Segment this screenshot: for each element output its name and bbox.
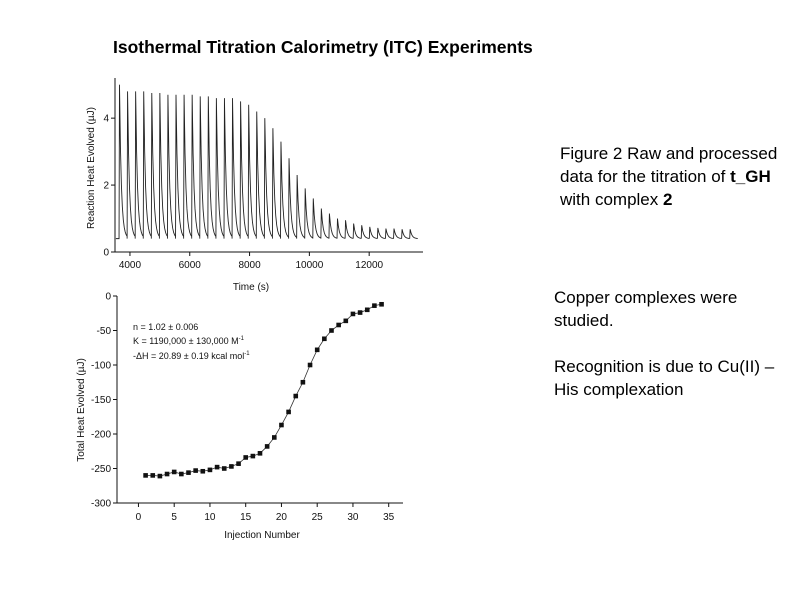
raw-heat-x-tick-label: 8000: [238, 260, 261, 271]
total-heat-y-tick-label: -300: [91, 499, 111, 510]
total-heat-data-point: [293, 393, 299, 399]
fit-annotation-n-text: n = 1.02 ± 0.006: [133, 322, 198, 332]
total-heat-y-tick-label: -50: [97, 326, 112, 337]
total-heat-data-point: [250, 453, 256, 459]
total-heat-data-point: [364, 307, 370, 313]
fit-annotation-n: n = 1.02 ± 0.006: [133, 322, 198, 332]
total-heat-data-point: [200, 468, 206, 474]
total-heat-data-point: [350, 311, 356, 317]
slide-title: Isothermal Titration Calorimetry (ITC) E…: [113, 37, 533, 57]
total-heat-data-point: [164, 471, 170, 477]
total-heat-data-point: [300, 379, 306, 385]
total-heat-data-point: [343, 318, 349, 324]
total-heat-data-point: [186, 470, 191, 475]
total-heat-data-point: [286, 409, 291, 415]
total-heat-x-tick-label: 15: [240, 512, 252, 523]
total-heat-data-point: [193, 468, 198, 473]
raw-heat-chart: Reaction Heat Evolved (µJ) Time (s) 0 2 4 4…: [86, 78, 423, 293]
total-heat-data-point: [372, 303, 377, 308]
total-heat-x-tick-label: 10: [204, 512, 216, 523]
raw-heat-x-tick-label: 6000: [179, 260, 202, 271]
fit-annotation-dh-text: -ΔH = 20.89 ± 0.19 kcal mol: [133, 351, 244, 361]
caption-compound: t_GH: [730, 167, 771, 186]
note-recognition: Recognition is due to Cu(II) – His compl…: [554, 357, 775, 399]
total-heat-data-point: [214, 464, 220, 470]
total-heat-data-point: [272, 435, 277, 440]
total-heat-data-point: [279, 422, 284, 428]
total-heat-y-tick-label: -150: [91, 395, 111, 406]
raw-heat-y-tick-label: 2: [103, 181, 109, 192]
fit-annotation-dh: -ΔH = 20.89 ± 0.19 kcal mol-1: [133, 351, 250, 361]
total-heat-y-tick-label: 0: [105, 292, 111, 303]
raw-heat-x-axis-label: Time (s): [233, 282, 269, 293]
total-heat-y-tick-label: -200: [91, 430, 111, 441]
total-heat-data-point: [357, 310, 363, 315]
total-heat-data-point: [221, 466, 227, 471]
fit-annotation-dh-superscript: -1: [244, 351, 250, 357]
raw-heat-x-tick-label: 12000: [355, 260, 383, 271]
raw-heat-x-tick-label: 10000: [295, 260, 323, 271]
raw-heat-y-tick-label: 0: [103, 248, 109, 259]
total-heat-y-tick-label: -250: [91, 464, 111, 475]
total-heat-data-point: [150, 473, 156, 478]
total-heat-data-point: [329, 328, 334, 333]
fit-annotation-k-superscript: -1: [239, 336, 245, 342]
total-heat-data-point: [229, 464, 234, 469]
total-heat-x-tick-label: 20: [276, 512, 288, 523]
total-heat-data-point: [143, 473, 148, 478]
total-heat-x-tick-label: 30: [347, 512, 359, 523]
total-heat-data-point: [243, 455, 248, 460]
raw-heat-y-tick-label: 4: [103, 114, 109, 125]
total-heat-data-point: [257, 451, 263, 456]
total-heat-data-point: [322, 336, 327, 342]
total-heat-data-point: [379, 301, 384, 307]
total-heat-x-axis-label: Injection Number: [224, 530, 300, 541]
total-heat-data-point: [179, 471, 184, 477]
notes-block: Copper complexes were studied. Recogniti…: [554, 286, 794, 401]
total-heat-data-point: [171, 469, 177, 475]
raw-heat-x-tick-label: 4000: [119, 260, 142, 271]
total-heat-data-point: [314, 347, 320, 353]
caption-text-middle: with complex: [560, 190, 663, 209]
total-heat-data-point: [207, 467, 213, 473]
raw-heat-series-line: [115, 84, 418, 240]
total-heat-x-tick-label: 25: [312, 512, 324, 523]
caption-complex: 2: [662, 190, 673, 209]
total-heat-x-tick-label: 0: [136, 512, 142, 523]
total-heat-data-point: [264, 444, 270, 449]
total-heat-data-point: [307, 362, 313, 368]
total-heat-y-axis-label: Total Heat Evolved (µJ): [76, 358, 87, 462]
total-heat-data-point: [157, 473, 163, 479]
total-heat-fit-line: [145, 303, 382, 477]
total-heat-data-point: [236, 461, 241, 466]
figure-caption: Figure 2 Raw and processed data for the …: [560, 142, 790, 211]
total-heat-chart: Total Heat Evolved (µJ) Injection Number…: [76, 292, 403, 541]
total-heat-y-tick-label: -100: [91, 361, 111, 372]
caption-text: Figure 2 Raw and processed data for the …: [560, 144, 778, 186]
raw-heat-y-axis-label: Reaction Heat Evolved (µJ): [86, 107, 97, 229]
total-heat-x-tick-label: 35: [383, 512, 395, 523]
total-heat-data-point: [336, 322, 341, 328]
total-heat-x-tick-label: 5: [171, 512, 177, 523]
note-copper: Copper complexes were studied.: [554, 288, 738, 330]
fit-annotation-k-text: K = 1190,000 ± 130,000 M: [133, 336, 239, 346]
fit-annotation-k: K = 1190,000 ± 130,000 M-1: [133, 336, 245, 346]
